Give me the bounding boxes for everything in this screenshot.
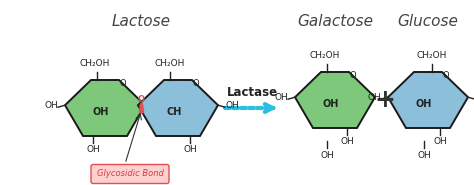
FancyBboxPatch shape [91, 164, 169, 184]
Polygon shape [295, 72, 375, 128]
Text: O: O [443, 71, 449, 80]
Text: OH: OH [225, 100, 239, 110]
Text: OH: OH [367, 92, 381, 102]
Text: OH: OH [320, 151, 334, 159]
Text: OH: OH [433, 137, 447, 145]
Text: OH: OH [93, 107, 109, 117]
Text: CH₂OH: CH₂OH [80, 60, 110, 68]
Text: CH₂OH: CH₂OH [417, 51, 447, 60]
Text: OH: OH [340, 137, 354, 145]
Text: O: O [193, 80, 199, 88]
Text: O: O [120, 80, 126, 88]
Text: OH: OH [183, 144, 197, 154]
Text: OH: OH [323, 99, 339, 109]
Text: Glycosidic Bond: Glycosidic Bond [97, 169, 164, 179]
Text: OH: OH [417, 151, 431, 159]
Text: O: O [350, 71, 356, 80]
Text: O: O [138, 95, 145, 105]
Text: OH: OH [416, 99, 432, 109]
Polygon shape [138, 80, 218, 136]
Text: OH: OH [44, 100, 58, 110]
Polygon shape [65, 80, 145, 136]
Text: CH₂OH: CH₂OH [155, 60, 185, 68]
Text: Lactase: Lactase [227, 85, 278, 98]
Text: +: + [374, 88, 395, 112]
Text: Glucose: Glucose [398, 14, 458, 29]
Text: OH: OH [274, 92, 288, 102]
Text: Lactose: Lactose [112, 14, 171, 29]
Text: Galactose: Galactose [297, 14, 373, 29]
Text: OH: OH [86, 144, 100, 154]
Polygon shape [388, 72, 468, 128]
Text: CH₂OH: CH₂OH [310, 51, 340, 60]
Text: CH: CH [166, 107, 182, 117]
